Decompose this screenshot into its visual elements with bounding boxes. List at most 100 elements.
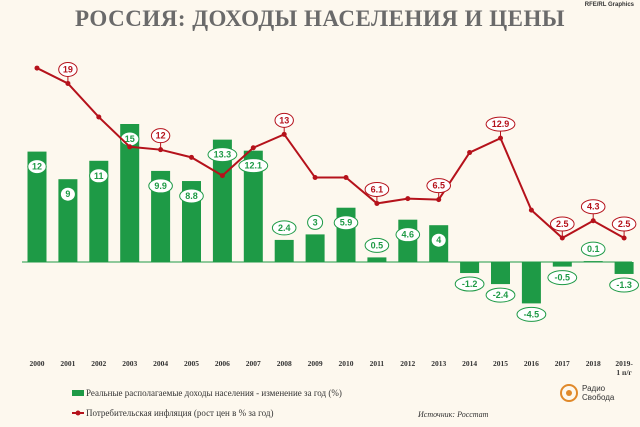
x-tick-label-4: 2004 bbox=[153, 359, 168, 368]
bar-value-label-12: 4.6 bbox=[402, 230, 415, 240]
line-point-18 bbox=[590, 218, 596, 224]
bar-value-label-9: 3 bbox=[313, 217, 318, 227]
bar-value-label-10: 5.9 bbox=[340, 218, 353, 228]
bar-label-bubble-6 bbox=[207, 147, 238, 163]
x-tick-label-9: 2009 bbox=[308, 359, 323, 368]
bar-value-label-15: -2.4 bbox=[493, 290, 509, 300]
x-tick-label-16: 2016 bbox=[524, 359, 539, 368]
bar-label-bubble-4 bbox=[148, 178, 173, 194]
line-value-label-4: 12 bbox=[156, 131, 166, 141]
legend-bar-swatch bbox=[72, 390, 84, 396]
line-point-5 bbox=[189, 154, 194, 160]
line-point-16 bbox=[528, 207, 534, 213]
line-value-label-17: 2.5 bbox=[556, 219, 569, 229]
bar-value-label-18: 0.1 bbox=[587, 244, 600, 254]
bar-17 bbox=[552, 262, 572, 267]
line-point-15 bbox=[498, 135, 503, 141]
line-point-3 bbox=[127, 144, 133, 150]
bar-9 bbox=[305, 234, 325, 262]
line-label-bubble-8 bbox=[274, 112, 294, 128]
bar-2 bbox=[89, 160, 109, 262]
line-value-label-1: 19 bbox=[63, 64, 73, 74]
x-tick-label-15: 2015 bbox=[493, 359, 508, 368]
x-tick-label-18: 2018 bbox=[586, 359, 601, 368]
bar-label-bubble-12 bbox=[395, 227, 421, 243]
bar-label-bubble-9 bbox=[307, 214, 324, 230]
line-label-bubble-19 bbox=[611, 216, 637, 232]
bar-14 bbox=[460, 262, 480, 274]
line-value-label-18: 4.3 bbox=[587, 202, 600, 212]
line-point-14 bbox=[467, 150, 473, 156]
line-label-bubble-15 bbox=[485, 116, 516, 132]
bar-value-label-19: -1.3 bbox=[616, 280, 632, 290]
line-point-17 bbox=[559, 235, 565, 241]
bar-19 bbox=[614, 262, 634, 274]
line-value-label-11: 6.1 bbox=[371, 184, 384, 194]
line-value-label-8: 13 bbox=[279, 115, 289, 125]
chart-title: РОССИЯ: ДОХОДЫ НАСЕЛЕНИЯ И ЦЕНЫ bbox=[75, 6, 565, 31]
bar-0 bbox=[27, 151, 47, 262]
bar-value-label-5: 8.8 bbox=[185, 191, 198, 201]
bar-value-label-6: 13.3 bbox=[214, 150, 232, 160]
legend-item-income: Реальные располагаемые доходы населения … bbox=[72, 386, 342, 400]
bar-label-bubble-7 bbox=[238, 158, 269, 174]
bar-label-bubble-18 bbox=[580, 241, 606, 257]
line-label-bubble-4 bbox=[150, 128, 171, 144]
x-tick-label-13: 2013 bbox=[431, 359, 446, 368]
line-point-0 bbox=[34, 65, 40, 71]
x-tick-label-0: 2000 bbox=[30, 359, 45, 368]
x-tick-label-3: 2003 bbox=[122, 359, 137, 368]
x-tick-label-17: 2017 bbox=[555, 359, 570, 368]
x-tick-label-19-1: 1 п/г bbox=[616, 368, 632, 377]
line-point-2 bbox=[96, 114, 102, 120]
line-label-bubble-17 bbox=[550, 216, 575, 232]
x-tick-label-2: 2002 bbox=[91, 359, 106, 368]
line-label-bubble-13 bbox=[426, 178, 452, 194]
x-tick-label-7: 2007 bbox=[246, 359, 261, 368]
x-tick-label-5: 2005 bbox=[184, 359, 199, 368]
bar-label-bubble-10 bbox=[333, 215, 359, 231]
logo-line2: Свобода bbox=[582, 393, 615, 402]
bar-label-bubble-8 bbox=[271, 220, 297, 236]
legend-line-swatch bbox=[72, 410, 84, 416]
x-tick-label-8: 2008 bbox=[277, 359, 292, 368]
line-value-label-13: 6.5 bbox=[432, 181, 445, 191]
x-axis-labels: 2000 2001 2002 2003 2004 2005 2006 2007 2008 2009… bbox=[30, 359, 634, 377]
line-point-12 bbox=[405, 196, 411, 202]
credit-label: RFE/RL Graphics bbox=[584, 2, 634, 8]
bar-label-bubble-14 bbox=[454, 276, 485, 292]
bar-value-label-1: 9 bbox=[65, 189, 70, 199]
bar-3 bbox=[120, 124, 140, 262]
bar-value-label-4: 9.9 bbox=[154, 181, 167, 191]
bar-value-label-14: -1.2 bbox=[462, 279, 478, 289]
bar-7 bbox=[243, 150, 263, 262]
x-tick-label-12: 2012 bbox=[400, 359, 415, 368]
line-point-1 bbox=[65, 80, 71, 86]
source-note: Источник: Росстат bbox=[418, 410, 489, 419]
bar-value-label-11: 0.5 bbox=[371, 240, 384, 250]
legend-income-label: Реальные располагаемые доходы населения … bbox=[86, 388, 342, 398]
bar-value-label-3: 15 bbox=[125, 134, 135, 144]
line-point-4 bbox=[158, 147, 164, 153]
bar-value-label-2: 11 bbox=[94, 171, 104, 181]
inflation-line bbox=[36, 67, 625, 240]
line-label-bubble-18 bbox=[580, 199, 606, 215]
bar-series: 12 9 11 15 9.9 8.8 13.3 12.1 2.4 3 5.9 0.5 4.6 4 -1.2 -… bbox=[27, 124, 639, 322]
bar-label-bubble-5 bbox=[179, 188, 204, 204]
bar-label-bubble-15 bbox=[485, 287, 516, 303]
line-point-13 bbox=[436, 197, 442, 203]
bar-15 bbox=[491, 262, 510, 285]
line-label-bubble-11 bbox=[364, 181, 390, 197]
line-point-19 bbox=[621, 235, 627, 241]
line-value-label-15: 12.9 bbox=[492, 119, 510, 129]
bar-4 bbox=[151, 170, 171, 262]
bar-value-label-17: -0.5 bbox=[555, 273, 571, 283]
bar-16 bbox=[521, 262, 541, 304]
bar-label-bubble-0 bbox=[27, 159, 47, 175]
line-label-bubble-1 bbox=[58, 61, 78, 77]
line-point-8 bbox=[281, 131, 287, 137]
x-tick-label-6: 2006 bbox=[215, 359, 230, 368]
x-tick-label-10: 2010 bbox=[339, 359, 354, 368]
line-value-label-19: 2.5 bbox=[618, 219, 631, 229]
